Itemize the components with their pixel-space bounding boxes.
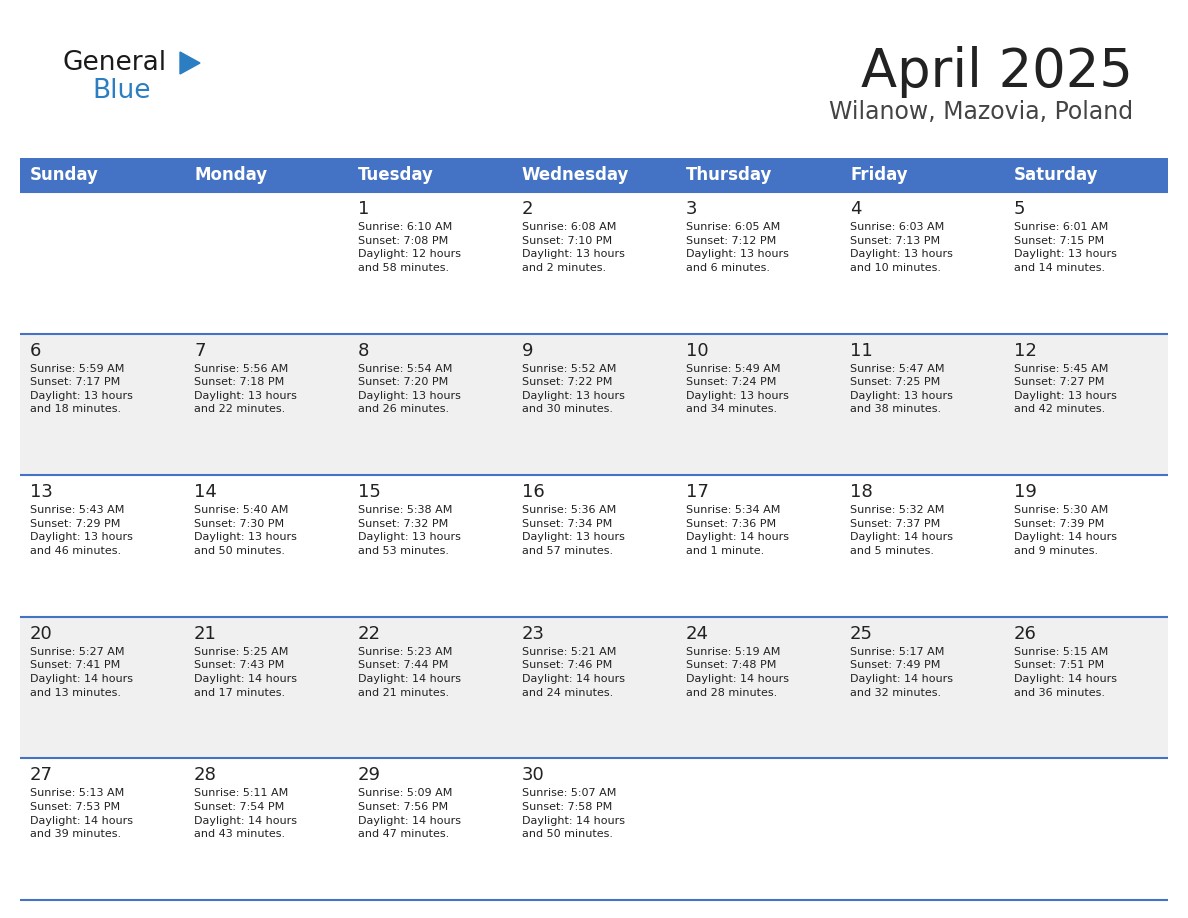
Text: Sunrise: 5:17 AM
Sunset: 7:49 PM
Daylight: 14 hours
and 32 minutes.: Sunrise: 5:17 AM Sunset: 7:49 PM Dayligh… bbox=[849, 647, 953, 698]
Text: 12: 12 bbox=[1015, 341, 1037, 360]
Text: 20: 20 bbox=[30, 625, 52, 643]
Text: 1: 1 bbox=[358, 200, 369, 218]
Text: 11: 11 bbox=[849, 341, 873, 360]
Polygon shape bbox=[181, 52, 200, 74]
Bar bbox=[20, 617, 1168, 758]
Text: 28: 28 bbox=[194, 767, 217, 784]
Text: Sunrise: 5:21 AM
Sunset: 7:46 PM
Daylight: 14 hours
and 24 minutes.: Sunrise: 5:21 AM Sunset: 7:46 PM Dayligh… bbox=[522, 647, 625, 698]
Text: Sunrise: 5:32 AM
Sunset: 7:37 PM
Daylight: 14 hours
and 5 minutes.: Sunrise: 5:32 AM Sunset: 7:37 PM Dayligh… bbox=[849, 505, 953, 556]
Text: 27: 27 bbox=[30, 767, 53, 784]
Text: Sunrise: 6:03 AM
Sunset: 7:13 PM
Daylight: 13 hours
and 10 minutes.: Sunrise: 6:03 AM Sunset: 7:13 PM Dayligh… bbox=[849, 222, 953, 273]
Text: Sunrise: 5:27 AM
Sunset: 7:41 PM
Daylight: 14 hours
and 13 minutes.: Sunrise: 5:27 AM Sunset: 7:41 PM Dayligh… bbox=[30, 647, 133, 698]
Text: 26: 26 bbox=[1015, 625, 1037, 643]
Text: Sunday: Sunday bbox=[30, 166, 99, 184]
Text: Sunrise: 5:52 AM
Sunset: 7:22 PM
Daylight: 13 hours
and 30 minutes.: Sunrise: 5:52 AM Sunset: 7:22 PM Dayligh… bbox=[522, 364, 625, 414]
Text: Sunrise: 5:25 AM
Sunset: 7:43 PM
Daylight: 14 hours
and 17 minutes.: Sunrise: 5:25 AM Sunset: 7:43 PM Dayligh… bbox=[194, 647, 297, 698]
Text: 14: 14 bbox=[194, 483, 217, 501]
Text: Sunrise: 5:23 AM
Sunset: 7:44 PM
Daylight: 14 hours
and 21 minutes.: Sunrise: 5:23 AM Sunset: 7:44 PM Dayligh… bbox=[358, 647, 461, 698]
Text: Sunrise: 5:59 AM
Sunset: 7:17 PM
Daylight: 13 hours
and 18 minutes.: Sunrise: 5:59 AM Sunset: 7:17 PM Dayligh… bbox=[30, 364, 133, 414]
Text: 4: 4 bbox=[849, 200, 861, 218]
Text: Sunrise: 5:13 AM
Sunset: 7:53 PM
Daylight: 14 hours
and 39 minutes.: Sunrise: 5:13 AM Sunset: 7:53 PM Dayligh… bbox=[30, 789, 133, 839]
Text: Sunrise: 5:09 AM
Sunset: 7:56 PM
Daylight: 14 hours
and 47 minutes.: Sunrise: 5:09 AM Sunset: 7:56 PM Dayligh… bbox=[358, 789, 461, 839]
Text: Sunrise: 5:07 AM
Sunset: 7:58 PM
Daylight: 14 hours
and 50 minutes.: Sunrise: 5:07 AM Sunset: 7:58 PM Dayligh… bbox=[522, 789, 625, 839]
Bar bbox=[676, 158, 840, 192]
Text: Sunrise: 6:01 AM
Sunset: 7:15 PM
Daylight: 13 hours
and 14 minutes.: Sunrise: 6:01 AM Sunset: 7:15 PM Dayligh… bbox=[1015, 222, 1117, 273]
Text: Sunrise: 6:05 AM
Sunset: 7:12 PM
Daylight: 13 hours
and 6 minutes.: Sunrise: 6:05 AM Sunset: 7:12 PM Dayligh… bbox=[685, 222, 789, 273]
Text: Sunrise: 5:47 AM
Sunset: 7:25 PM
Daylight: 13 hours
and 38 minutes.: Sunrise: 5:47 AM Sunset: 7:25 PM Dayligh… bbox=[849, 364, 953, 414]
Text: Saturday: Saturday bbox=[1015, 166, 1099, 184]
Bar bbox=[20, 192, 1168, 333]
Text: Sunrise: 5:54 AM
Sunset: 7:20 PM
Daylight: 13 hours
and 26 minutes.: Sunrise: 5:54 AM Sunset: 7:20 PM Dayligh… bbox=[358, 364, 461, 414]
Text: 18: 18 bbox=[849, 483, 873, 501]
Text: 19: 19 bbox=[1015, 483, 1037, 501]
Text: 29: 29 bbox=[358, 767, 381, 784]
Bar bbox=[512, 158, 676, 192]
Bar bbox=[1004, 158, 1168, 192]
Bar bbox=[20, 158, 184, 192]
Text: Tuesday: Tuesday bbox=[358, 166, 434, 184]
Bar bbox=[184, 158, 348, 192]
Text: Sunrise: 5:11 AM
Sunset: 7:54 PM
Daylight: 14 hours
and 43 minutes.: Sunrise: 5:11 AM Sunset: 7:54 PM Dayligh… bbox=[194, 789, 297, 839]
Bar bbox=[840, 158, 1004, 192]
Bar bbox=[20, 476, 1168, 617]
Text: Sunrise: 5:40 AM
Sunset: 7:30 PM
Daylight: 13 hours
and 50 minutes.: Sunrise: 5:40 AM Sunset: 7:30 PM Dayligh… bbox=[194, 505, 297, 556]
Text: Sunrise: 6:10 AM
Sunset: 7:08 PM
Daylight: 12 hours
and 58 minutes.: Sunrise: 6:10 AM Sunset: 7:08 PM Dayligh… bbox=[358, 222, 461, 273]
Text: 17: 17 bbox=[685, 483, 709, 501]
Text: Sunrise: 5:43 AM
Sunset: 7:29 PM
Daylight: 13 hours
and 46 minutes.: Sunrise: 5:43 AM Sunset: 7:29 PM Dayligh… bbox=[30, 505, 133, 556]
Text: Sunrise: 5:49 AM
Sunset: 7:24 PM
Daylight: 13 hours
and 34 minutes.: Sunrise: 5:49 AM Sunset: 7:24 PM Dayligh… bbox=[685, 364, 789, 414]
Text: 2: 2 bbox=[522, 200, 533, 218]
Text: 25: 25 bbox=[849, 625, 873, 643]
Bar bbox=[20, 758, 1168, 900]
Text: Wednesday: Wednesday bbox=[522, 166, 630, 184]
Text: Sunrise: 6:08 AM
Sunset: 7:10 PM
Daylight: 13 hours
and 2 minutes.: Sunrise: 6:08 AM Sunset: 7:10 PM Dayligh… bbox=[522, 222, 625, 273]
Text: 16: 16 bbox=[522, 483, 545, 501]
Bar bbox=[348, 158, 512, 192]
Text: 24: 24 bbox=[685, 625, 709, 643]
Text: Friday: Friday bbox=[849, 166, 908, 184]
Text: Monday: Monday bbox=[194, 166, 267, 184]
Text: 23: 23 bbox=[522, 625, 545, 643]
Text: 15: 15 bbox=[358, 483, 381, 501]
Text: Sunrise: 5:34 AM
Sunset: 7:36 PM
Daylight: 14 hours
and 1 minute.: Sunrise: 5:34 AM Sunset: 7:36 PM Dayligh… bbox=[685, 505, 789, 556]
Text: 3: 3 bbox=[685, 200, 697, 218]
Text: April 2025: April 2025 bbox=[861, 46, 1133, 98]
Text: 6: 6 bbox=[30, 341, 42, 360]
Text: Sunrise: 5:45 AM
Sunset: 7:27 PM
Daylight: 13 hours
and 42 minutes.: Sunrise: 5:45 AM Sunset: 7:27 PM Dayligh… bbox=[1015, 364, 1117, 414]
Text: Wilanow, Mazovia, Poland: Wilanow, Mazovia, Poland bbox=[829, 100, 1133, 124]
Text: Sunrise: 5:19 AM
Sunset: 7:48 PM
Daylight: 14 hours
and 28 minutes.: Sunrise: 5:19 AM Sunset: 7:48 PM Dayligh… bbox=[685, 647, 789, 698]
Text: 5: 5 bbox=[1015, 200, 1025, 218]
Bar bbox=[20, 333, 1168, 476]
Text: 22: 22 bbox=[358, 625, 381, 643]
Text: 7: 7 bbox=[194, 341, 206, 360]
Text: Sunrise: 5:30 AM
Sunset: 7:39 PM
Daylight: 14 hours
and 9 minutes.: Sunrise: 5:30 AM Sunset: 7:39 PM Dayligh… bbox=[1015, 505, 1117, 556]
Text: 13: 13 bbox=[30, 483, 53, 501]
Text: Thursday: Thursday bbox=[685, 166, 772, 184]
Text: 10: 10 bbox=[685, 341, 708, 360]
Text: Sunrise: 5:15 AM
Sunset: 7:51 PM
Daylight: 14 hours
and 36 minutes.: Sunrise: 5:15 AM Sunset: 7:51 PM Dayligh… bbox=[1015, 647, 1117, 698]
Text: 8: 8 bbox=[358, 341, 369, 360]
Text: Blue: Blue bbox=[91, 78, 151, 104]
Text: 9: 9 bbox=[522, 341, 533, 360]
Text: 30: 30 bbox=[522, 767, 545, 784]
Text: General: General bbox=[62, 50, 166, 76]
Text: Sunrise: 5:56 AM
Sunset: 7:18 PM
Daylight: 13 hours
and 22 minutes.: Sunrise: 5:56 AM Sunset: 7:18 PM Dayligh… bbox=[194, 364, 297, 414]
Text: 21: 21 bbox=[194, 625, 217, 643]
Text: Sunrise: 5:36 AM
Sunset: 7:34 PM
Daylight: 13 hours
and 57 minutes.: Sunrise: 5:36 AM Sunset: 7:34 PM Dayligh… bbox=[522, 505, 625, 556]
Text: Sunrise: 5:38 AM
Sunset: 7:32 PM
Daylight: 13 hours
and 53 minutes.: Sunrise: 5:38 AM Sunset: 7:32 PM Dayligh… bbox=[358, 505, 461, 556]
